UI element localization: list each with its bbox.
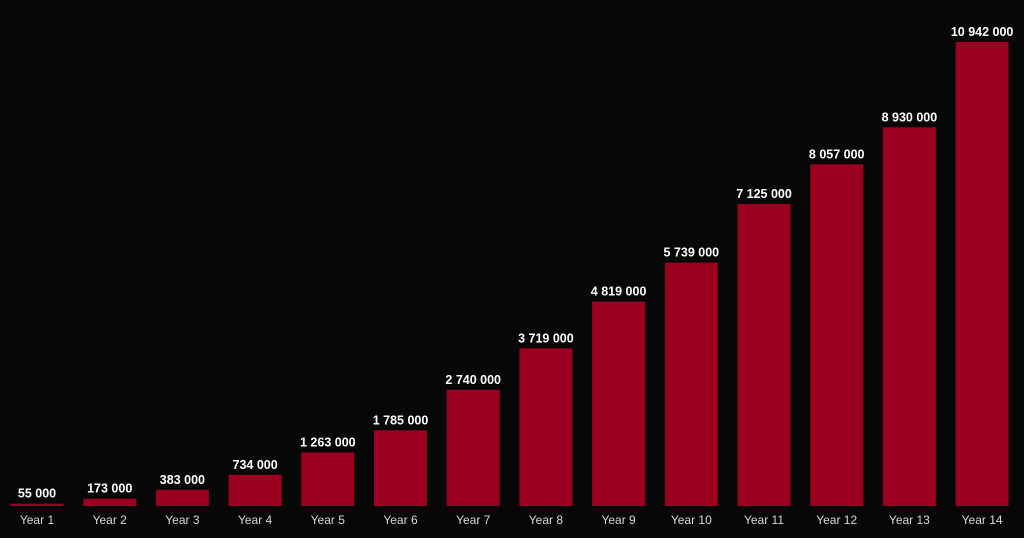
value-label-year-2: 173 000 xyxy=(87,482,132,496)
x-tick-label-year-2: Year 2 xyxy=(93,513,128,527)
x-tick-label-year-12: Year 12 xyxy=(816,513,857,527)
value-label-year-12: 8 057 000 xyxy=(809,147,865,161)
bar-year-3 xyxy=(155,489,209,506)
value-label-year-5: 1 263 000 xyxy=(300,435,356,449)
x-tick-label-year-6: Year 6 xyxy=(383,513,418,527)
x-tick-label-year-5: Year 5 xyxy=(311,513,346,527)
bar-year-4 xyxy=(228,474,282,506)
x-tick-label-year-13: Year 13 xyxy=(889,513,930,527)
bar-year-13 xyxy=(882,127,936,507)
value-label-year-9: 4 819 000 xyxy=(591,285,647,299)
value-label-year-3: 383 000 xyxy=(160,473,205,487)
value-label-year-1: 55 000 xyxy=(18,487,56,501)
value-label-year-6: 1 785 000 xyxy=(373,413,429,427)
x-tick-label-year-8: Year 8 xyxy=(529,513,564,527)
value-label-year-7: 2 740 000 xyxy=(445,373,501,387)
x-tick-labels-group: Year 1 Year 2 Year 3 Year 4 Year 5 Year 6 Year… xyxy=(20,513,1003,527)
value-label-year-10: 5 739 000 xyxy=(663,246,719,260)
bar-year-12 xyxy=(810,164,864,507)
bar-year-2 xyxy=(83,498,137,506)
x-tick-label-year-7: Year 7 xyxy=(456,513,491,527)
bar-year-14 xyxy=(955,42,1009,506)
bar-year-10 xyxy=(664,262,718,506)
x-tick-label-year-3: Year 3 xyxy=(165,513,200,527)
value-label-year-14: 10 942 000 xyxy=(951,25,1014,39)
x-tick-label-year-10: Year 10 xyxy=(671,513,712,527)
value-label-year-11: 7 125 000 xyxy=(736,187,792,201)
bar-year-8 xyxy=(519,348,573,506)
x-tick-label-year-1: Year 1 xyxy=(20,513,55,527)
bar-year-5 xyxy=(301,452,355,506)
bar-year-9 xyxy=(592,301,646,506)
bar-year-7 xyxy=(446,389,500,506)
x-tick-label-year-9: Year 9 xyxy=(601,513,636,527)
bars-group xyxy=(10,42,1009,507)
bar-year-11 xyxy=(737,203,791,506)
bar-year-1 xyxy=(10,503,64,506)
value-labels-group: 55 000 173 000 383 000 734 000 1 263 000 1 78… xyxy=(18,25,1014,501)
value-label-year-8: 3 719 000 xyxy=(518,331,574,345)
x-tick-label-year-11: Year 11 xyxy=(744,513,784,527)
value-label-year-13: 8 930 000 xyxy=(882,110,938,124)
value-label-year-4: 734 000 xyxy=(233,458,278,472)
x-tick-label-year-14: Year 14 xyxy=(962,513,1003,527)
x-tick-label-year-4: Year 4 xyxy=(238,513,273,527)
bar-year-6 xyxy=(374,430,427,506)
